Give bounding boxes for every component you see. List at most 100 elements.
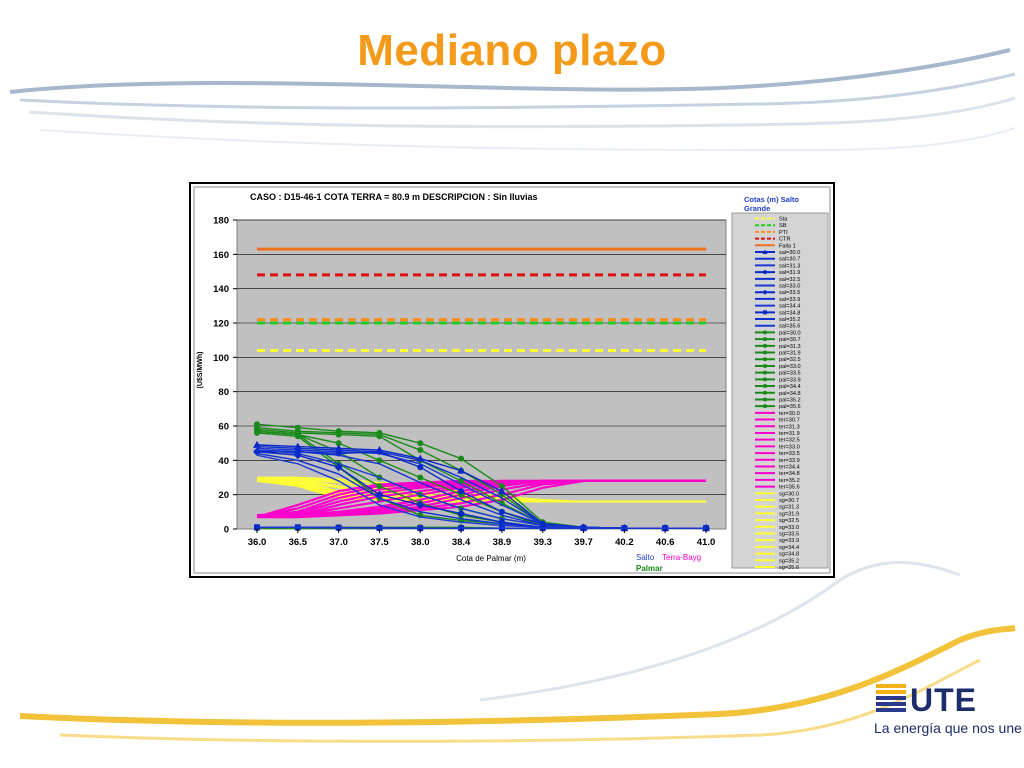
legend-label: ter=31.9 [779, 431, 800, 437]
legend-label: pal=31.9 [779, 351, 801, 357]
legend-label: pal=34.4 [779, 384, 801, 390]
legend-label: sg=34.4 [779, 545, 799, 551]
legend-label: sg=33.5 [779, 531, 799, 537]
legend-label: sg=30.7 [779, 498, 799, 504]
legend-marker [763, 397, 767, 402]
legend-label: sg=31.3 [779, 505, 799, 511]
legend-label: sg=35.6 [779, 565, 799, 571]
data-point-pal=33.5 [294, 433, 301, 440]
x-tick-label: 36.0 [248, 537, 267, 548]
y-tick-label: 100 [213, 353, 229, 364]
legend-marker [763, 270, 767, 275]
bottom-legend-terra: Terra-Bayg [662, 553, 701, 562]
legend-label: sal=30.0 [779, 250, 800, 256]
legend-marker [762, 289, 768, 295]
legend-label: pal=33.5 [779, 371, 801, 377]
series-line-sal=35.6 [257, 526, 706, 529]
legend-label: pal=32.5 [779, 357, 801, 363]
legend-label: ter=33.9 [779, 458, 800, 464]
legend-label: Sta [779, 217, 788, 223]
data-point-sal=30.0 [457, 466, 466, 474]
data-point-pal=30.0 [498, 483, 505, 490]
y-tick-label: 60 [218, 422, 229, 433]
bottom-legend-salto: Salto [636, 553, 655, 562]
data-point-pal=30.0 [417, 440, 424, 447]
data-point-pal=31.3 [335, 431, 342, 438]
data-point-sal=31.9 [376, 448, 383, 455]
legend-label: sal=34.8 [779, 310, 800, 316]
legend-label: sal=31.3 [779, 263, 800, 269]
legend-marker [763, 330, 767, 335]
legend-label: sg=35.2 [779, 558, 799, 564]
x-tick-label: 38.9 [493, 537, 512, 548]
header-swoosh-1 [9, 48, 1011, 94]
legend-marker [763, 390, 767, 395]
plot-area [236, 219, 727, 530]
legend-box [731, 212, 829, 569]
y-axis-label: (U$S/MWh) [197, 352, 204, 389]
legend-label: ter=34.8 [779, 471, 800, 477]
y-tick-label: 0 [224, 525, 229, 536]
legend-title-line2: Grande [744, 204, 770, 213]
legend-label: pal=33.9 [779, 377, 801, 383]
chart-title: CASO : D15-46-1 COTA TERRA = 80.9 m DESC… [250, 192, 537, 202]
legend-label: ter=33.5 [779, 451, 800, 457]
logo-wordmark: UTE [910, 682, 977, 718]
x-tick-label: 40.6 [656, 537, 675, 548]
legend-label: pal=35.6 [779, 404, 801, 410]
data-point-pal=31.3 [376, 433, 383, 440]
legend-label: ter=35.6 [779, 485, 800, 491]
header-swoosh-4 [39, 127, 1016, 152]
data-point-pal=31.9 [335, 440, 342, 447]
logo-stripes [876, 684, 906, 712]
x-tick-label: 39.7 [574, 537, 593, 548]
legend-label: ter=33.0 [779, 444, 800, 450]
footer-swoosh-gold [19, 625, 1016, 726]
data-point-pal=30.0 [458, 455, 465, 462]
chart-frame-inner [193, 186, 831, 574]
legend-label: ter=34.4 [779, 464, 800, 470]
x-tick-label: 39.3 [533, 537, 552, 548]
legend-marker [763, 384, 767, 389]
ute-logo: UTE [876, 682, 977, 718]
data-point-pal=31.9 [376, 457, 383, 464]
header-swoosh-3 [29, 96, 1016, 129]
legend-label: sal=35.2 [779, 317, 800, 323]
x-tick-label: 40.2 [615, 537, 634, 548]
legend-marker [763, 377, 767, 382]
legend-marker [763, 370, 767, 375]
legend-label: ter=30.7 [779, 418, 800, 424]
data-point-sal=31.9 [417, 464, 424, 471]
legend-label: pal=31.3 [779, 344, 801, 350]
legend-label: pal=30.7 [779, 337, 801, 343]
data-point-pal=31.3 [458, 477, 465, 484]
legend-label: ter=31.3 [779, 424, 800, 430]
legend-label: sg=32.5 [779, 518, 799, 524]
y-tick-label: 40 [218, 456, 229, 467]
x-tick-label: 37.5 [370, 537, 389, 548]
x-tick-label: 41.0 [697, 537, 716, 548]
data-point-sal=33.5 [334, 463, 343, 472]
x-axis-label: Cota de Palmar (m) [456, 554, 526, 563]
x-tick-label: 38.0 [411, 537, 430, 548]
legend-marker [763, 350, 767, 355]
legend-label: sg=30.0 [779, 491, 799, 497]
data-point-sal=31.9 [498, 508, 505, 515]
data-point-pal=30.7 [417, 447, 424, 454]
data-point-sal=33.5 [293, 451, 302, 460]
legend-label: sg=31.9 [779, 511, 799, 517]
legend-label: sg=33.9 [779, 538, 799, 544]
data-point-pal=31.9 [417, 474, 424, 481]
x-tick-label: 38.4 [452, 537, 471, 548]
legend-label: SB [779, 223, 787, 229]
axis-layer: 0 20 40 60 80 100 120 140 160 180 36.0 36.5 37.0 37.5… [213, 216, 715, 549]
legend-label: Falla 1 [779, 243, 796, 249]
data-point-pal=33.0 [376, 483, 383, 490]
data-point-sal=33.5 [416, 500, 425, 509]
y-tick-label: 160 [213, 250, 229, 261]
legend-label: sal=31.9 [779, 270, 800, 276]
data-point-pal=33.5 [254, 429, 260, 436]
y-tick-label: 140 [213, 284, 229, 295]
